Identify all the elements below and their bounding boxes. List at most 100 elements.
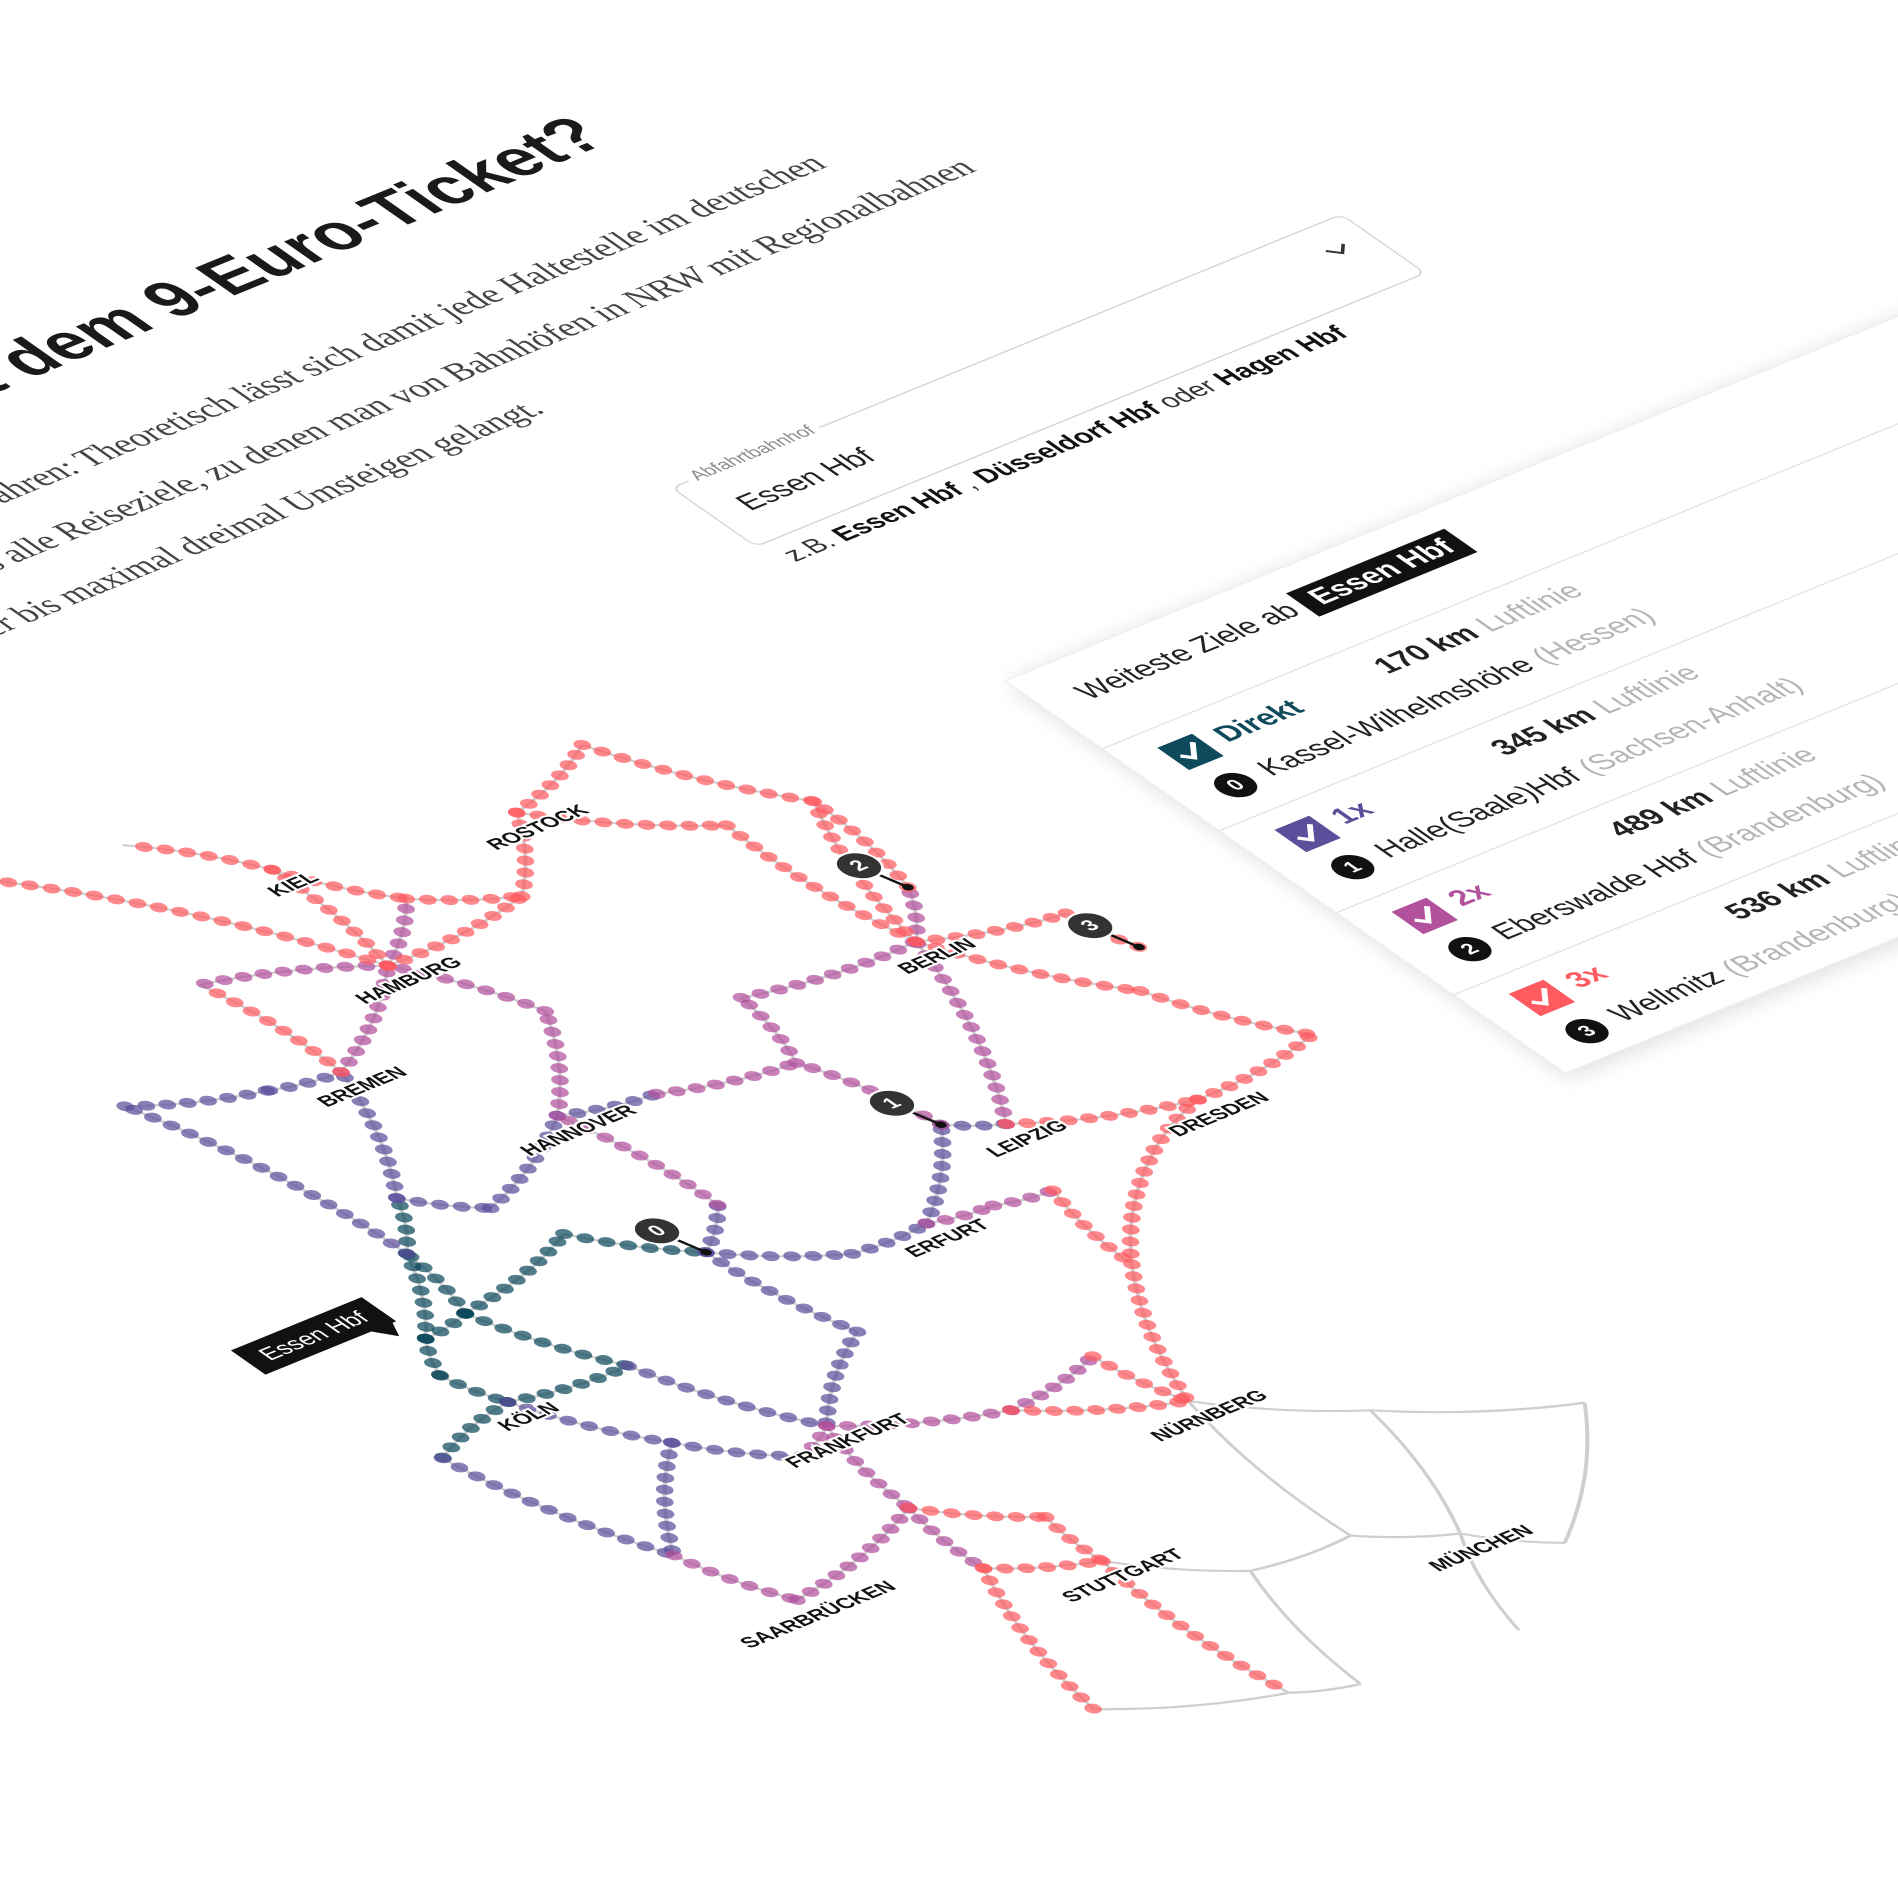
route — [1131, 986, 1321, 1040]
rail-line — [1186, 1400, 1352, 1537]
city-label: ROSTOCK — [481, 802, 594, 854]
route — [507, 807, 736, 831]
pin-head — [866, 1089, 918, 1118]
rail-line — [339, 965, 390, 1073]
city-label: STUTTGART — [1056, 1546, 1190, 1606]
rail-line — [122, 844, 273, 871]
origin-pointer — [368, 1321, 400, 1337]
result-row[interactable]: Direkt 170 kmLuftlinie 0 Kassel-Wilhelmshöh… — [1102, 214, 1898, 833]
transfer-count: 3x — [1557, 961, 1617, 994]
route — [573, 739, 823, 807]
route — [1002, 1351, 1102, 1416]
route — [548, 1110, 727, 1210]
route — [917, 1119, 952, 1229]
destination-pin[interactable]: 1 — [859, 1085, 951, 1139]
checkbox-check — [1180, 741, 1198, 760]
route — [260, 1067, 351, 1096]
route — [917, 1200, 1003, 1229]
route — [817, 1421, 918, 1513]
rail-line — [543, 1010, 563, 1117]
rail-line — [0, 878, 389, 967]
results-panel: Weiteste Ziele abEssen Hbf Direkt 170 kmL… — [1003, 145, 1898, 1074]
rail-line — [826, 1409, 1012, 1428]
route — [397, 1248, 475, 1319]
route — [787, 1057, 950, 1130]
route — [397, 1248, 435, 1344]
route — [536, 1006, 569, 1121]
checkbox[interactable] — [1391, 897, 1459, 935]
route — [191, 979, 351, 1078]
checkbox-check — [1297, 823, 1315, 842]
route — [1122, 1259, 1198, 1406]
origin-marker: Essen Hbf — [230, 1297, 400, 1375]
route — [1121, 1155, 1159, 1270]
route — [899, 1502, 1055, 1522]
route — [899, 882, 926, 947]
transfer-count: 1x — [1323, 797, 1383, 830]
route — [378, 893, 416, 971]
destination-index: 0 — [1205, 768, 1267, 802]
route — [788, 1502, 918, 1605]
checkbox-box — [1157, 733, 1224, 771]
rail-line — [1101, 1559, 1251, 1573]
rail-line — [405, 1253, 468, 1314]
route — [507, 807, 535, 902]
transfer-count: 2x — [1440, 879, 1500, 912]
route — [899, 1502, 993, 1574]
pin-head — [631, 1216, 683, 1245]
rail-line — [1288, 1682, 1362, 1694]
route — [456, 1228, 573, 1319]
route — [732, 936, 925, 1003]
origin-tag — [230, 1297, 397, 1375]
route — [555, 1228, 715, 1258]
route — [793, 1421, 836, 1462]
checkbox-box — [1508, 979, 1576, 1017]
result-row[interactable]: 3x 536 kmLuftlinie 3 Wellmitz(Brandenburg) — [1453, 460, 1898, 1074]
route — [191, 960, 397, 990]
checkbox-check — [1531, 987, 1549, 1006]
route — [817, 1326, 867, 1431]
route — [498, 1360, 637, 1407]
route — [332, 960, 397, 1078]
destination-pin[interactable]: 3 — [1057, 907, 1149, 961]
destination-pin[interactable]: 2 — [826, 847, 918, 901]
destination-pin[interactable]: 0 — [624, 1213, 716, 1267]
route — [804, 796, 917, 893]
checkbox[interactable] — [1157, 733, 1224, 771]
route — [114, 840, 282, 875]
route — [984, 1185, 1062, 1211]
pin-dot — [700, 1248, 712, 1256]
route — [433, 1396, 517, 1464]
result-row[interactable]: 1x 345 kmLuftlinie 1 Halle(Saale)Hbf(Sachse… — [1219, 296, 1898, 915]
route — [907, 936, 1150, 996]
route — [664, 1550, 806, 1605]
route — [907, 936, 1016, 1129]
rail-line — [1370, 1401, 1586, 1414]
rail-line — [1562, 1402, 1590, 1544]
transfer-count: Direkt — [1206, 695, 1313, 748]
checkbox[interactable] — [1508, 979, 1576, 1017]
checkbox[interactable] — [1274, 815, 1342, 853]
checkbox-box — [1391, 897, 1459, 935]
route — [456, 1308, 637, 1371]
destination-index: 3 — [1556, 1014, 1618, 1048]
route — [647, 1057, 806, 1099]
route — [481, 1110, 567, 1214]
result-row[interactable]: 2x 489 kmLuftlinie 2 Eberswalde Hbf(Branden… — [1336, 378, 1898, 997]
rail-line — [1129, 1264, 1191, 1402]
rail-line — [1188, 1399, 1371, 1413]
route — [843, 1218, 936, 1259]
rail-line — [441, 1457, 675, 1557]
chevron-icon[interactable] — [1319, 240, 1358, 261]
route — [697, 1247, 862, 1262]
station-tag: Essen Hbf — [1286, 528, 1479, 617]
route — [997, 1094, 1207, 1129]
route — [732, 992, 806, 1068]
rail-line — [1249, 1534, 1353, 1572]
route — [1189, 1029, 1321, 1105]
route — [1002, 1396, 1198, 1416]
route — [397, 891, 531, 906]
rail-line — [1368, 1409, 1463, 1534]
